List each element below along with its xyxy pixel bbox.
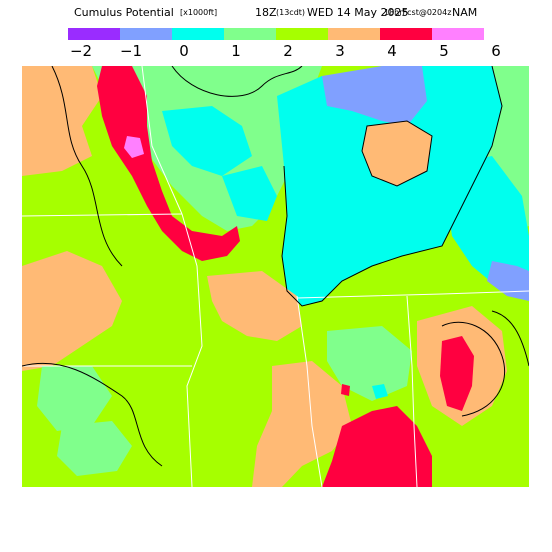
contour-line	[491, 310, 529, 367]
title-date: WED 14 May 2025	[307, 6, 409, 19]
legend-tick: −2	[69, 42, 93, 60]
state-line	[296, 295, 323, 487]
orange-region-peninsula	[362, 121, 432, 186]
legend-swatch	[120, 28, 172, 40]
legend-tick: 0	[179, 42, 189, 60]
title-valid-time: 18Z	[255, 6, 277, 19]
legend-tick: 5	[439, 42, 449, 60]
lake-region-east	[442, 156, 529, 291]
forecast-map	[22, 66, 529, 487]
lake-region	[277, 66, 502, 306]
orange-region-northwest	[22, 66, 102, 176]
red-region-south	[322, 406, 432, 487]
red-region-east	[440, 336, 474, 411]
contour-line	[22, 362, 163, 467]
cyan-spot-south	[372, 384, 388, 399]
legend-swatch	[172, 28, 224, 40]
state-line	[181, 213, 203, 487]
cyan-region-west-lake	[222, 166, 277, 221]
blue-fringe-north	[322, 66, 427, 126]
title-parameter: Cumulus Potential	[74, 6, 174, 19]
title-forecast-hour: 18hrFcst@0204z	[384, 8, 452, 17]
green-region-west	[37, 366, 112, 431]
legend-tick: 4	[387, 42, 397, 60]
green-region-south-center	[327, 326, 412, 401]
peninsula-shoreline	[361, 120, 433, 187]
legend-swatch	[380, 28, 432, 40]
orange-region-south	[252, 361, 352, 487]
legend-tick: −1	[119, 42, 143, 60]
red-band-northwest	[97, 66, 240, 261]
state-line	[296, 290, 529, 299]
state-line	[406, 295, 418, 487]
legend-tick: 2	[283, 42, 293, 60]
color-legend: −2 −1 0 1 2 3 4 5 6	[0, 0, 552, 66]
lake-shoreline	[281, 66, 503, 307]
legend-tick: 6	[491, 42, 501, 60]
legend-swatch	[328, 28, 380, 40]
contour-line	[441, 321, 506, 417]
legend-swatch	[68, 28, 120, 40]
title-model: NAM	[452, 6, 478, 19]
state-line	[141, 66, 183, 215]
green-region-southwest	[57, 421, 132, 476]
plot-title: Cumulus Potential [x1000ft] 18Z (13cdt) …	[0, 5, 552, 23]
state-line	[22, 213, 183, 217]
orange-region-center	[207, 271, 302, 341]
legend-tick: 1	[231, 42, 241, 60]
pink-peak-northwest	[124, 136, 144, 158]
legend-swatch	[276, 28, 328, 40]
legend-swatch	[224, 28, 276, 40]
legend-swatch	[432, 28, 484, 40]
title-local-time: (13cdt)	[276, 8, 306, 17]
state-boundaries	[22, 66, 529, 487]
cyan-region-north	[162, 106, 252, 176]
contour-line	[51, 66, 123, 267]
contour-line	[171, 66, 303, 97]
orange-region-west	[22, 251, 122, 371]
red-spot-center	[341, 384, 350, 396]
title-units: [x1000ft]	[180, 8, 218, 17]
field-fill	[22, 66, 529, 487]
legend-tick: 3	[335, 42, 345, 60]
shorelines	[22, 66, 529, 467]
